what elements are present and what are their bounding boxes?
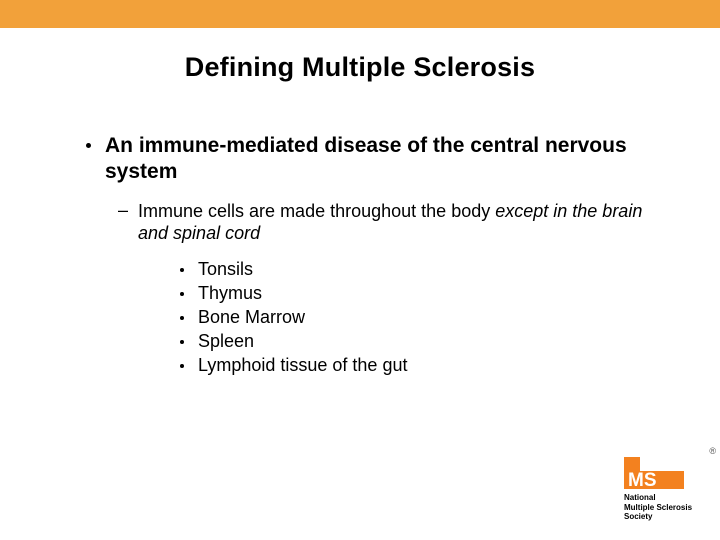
bullet-dot xyxy=(180,340,184,344)
sub-bullet: – Immune cells are made throughout the b… xyxy=(118,200,650,245)
dash-icon: – xyxy=(118,200,128,221)
bullet-dot xyxy=(180,292,184,296)
logo-mark-icon: MS xyxy=(624,457,694,489)
sub-bullet-text: Immune cells are made throughout the bod… xyxy=(138,200,650,245)
registered-mark: ® xyxy=(709,446,716,456)
bullet-dot xyxy=(86,143,91,148)
list-item-text: Spleen xyxy=(198,331,254,352)
bullet-dot xyxy=(180,316,184,320)
organ-list: Tonsils Thymus Bone Marrow Spleen Lympho… xyxy=(180,259,650,376)
slide-content: An immune-mediated disease of the centra… xyxy=(0,83,720,376)
list-item: Spleen xyxy=(180,331,650,352)
list-item: Lymphoid tissue of the gut xyxy=(180,355,650,376)
list-item: Thymus xyxy=(180,283,650,304)
logo-line3: Society xyxy=(624,512,652,522)
logo-line1: National xyxy=(624,493,656,503)
slide-title: Defining Multiple Sclerosis xyxy=(0,52,720,83)
sub-bullet-prefix: Immune cells are made throughout the bod… xyxy=(138,201,495,221)
bullet-dot xyxy=(180,364,184,368)
list-item-text: Thymus xyxy=(198,283,262,304)
logo-line2: Multiple Sclerosis xyxy=(624,503,692,513)
bullet-dot xyxy=(180,268,184,272)
main-bullet: An immune-mediated disease of the centra… xyxy=(86,133,650,186)
nmss-logo: MS National Multiple Sclerosis Society xyxy=(618,457,694,522)
list-item: Bone Marrow xyxy=(180,307,650,328)
list-item-text: Bone Marrow xyxy=(198,307,305,328)
svg-text:MS: MS xyxy=(628,470,657,489)
main-bullet-text: An immune-mediated disease of the centra… xyxy=(105,133,650,186)
top-accent-bar xyxy=(0,0,720,28)
list-item-text: Tonsils xyxy=(198,259,253,280)
list-item: Tonsils xyxy=(180,259,650,280)
list-item-text: Lymphoid tissue of the gut xyxy=(198,355,407,376)
